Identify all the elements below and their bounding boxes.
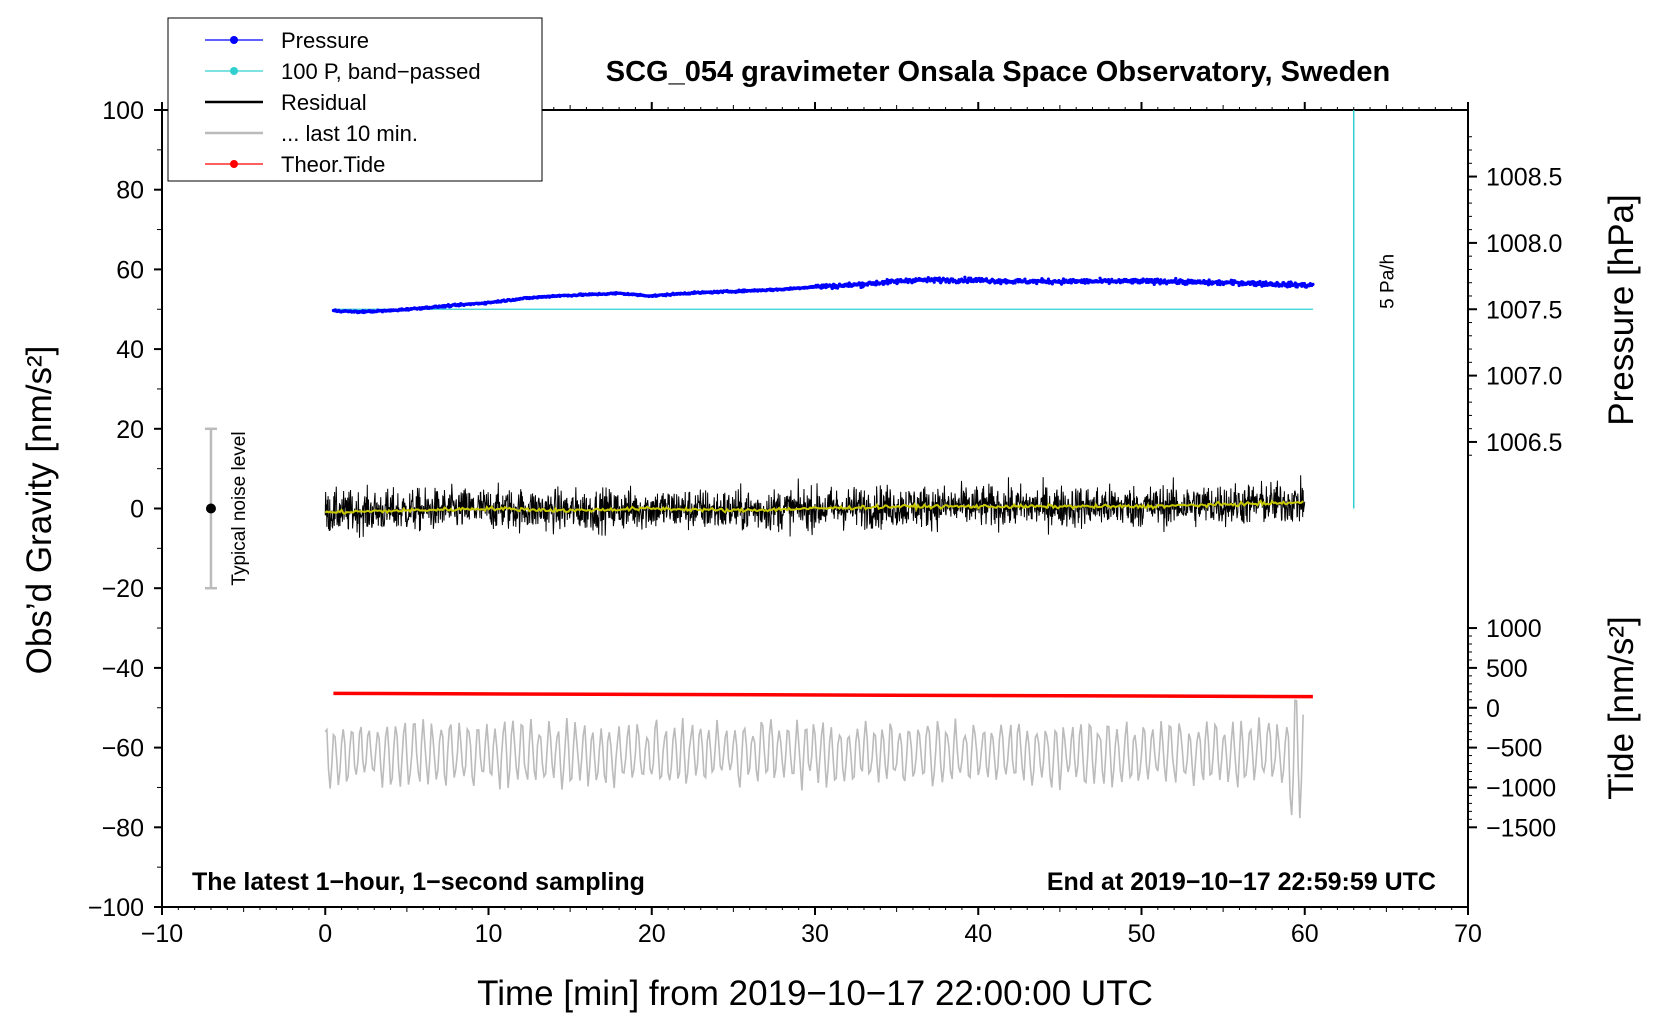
y-axis-title: Obs’d Gravity [nm/s²]: [20, 346, 59, 675]
y-tick-label: 0: [130, 496, 144, 524]
legend-label: ... last 10 min.: [281, 121, 418, 146]
y-tick-label: 20: [116, 416, 144, 444]
tide-tick-label: 500: [1486, 655, 1528, 683]
pressure-axis: 1008.5 1008.0 1007.5 1007.0 1006.5: [1468, 136, 1562, 457]
x-tick-label: 30: [801, 920, 829, 948]
series-last-10-min: [324, 699, 1304, 819]
chart-title: SCG_054 gravimeter Onsala Space Observat…: [606, 56, 1390, 88]
tide-axis: 1000 500 0 −500 −1000 −1500: [1468, 615, 1556, 842]
y-tick-label: −20: [102, 575, 144, 603]
series-layer: [324, 275, 1315, 819]
x-tick-label: 70: [1454, 920, 1482, 948]
tide-tick-label: 0: [1486, 695, 1500, 723]
x-tick-label: −10: [141, 920, 183, 948]
y-tick-label: 40: [116, 336, 144, 364]
pressure-tick-label: 1007.5: [1486, 296, 1562, 324]
pressure-tick-label: 1006.5: [1486, 429, 1562, 457]
x-tick-label: 60: [1291, 920, 1319, 948]
series-pressure: [333, 276, 1314, 314]
noise-label: Typical noise level: [229, 431, 250, 585]
pressure-tick-label: 1008.5: [1486, 164, 1562, 192]
legend-box: [167, 17, 543, 182]
y-tick-label: −60: [102, 735, 144, 763]
y-tick-label: −80: [102, 814, 144, 842]
y-tick-label: 80: [116, 177, 144, 205]
x-axis-title: Time [min] from 2019−10−17 22:00:00 UTC: [477, 974, 1153, 1013]
x-tick-label: 10: [475, 920, 503, 948]
legend: Pressure 100 P, band−passed Residual ... la…: [167, 17, 543, 182]
x-axis: −10 0 10 20 30 40 50 60 70: [141, 102, 1482, 948]
legend-marker: [230, 36, 238, 44]
tide-axis-title: Tide [nm/s²]: [1602, 616, 1641, 799]
scale-bar-label: 5 Pa/h: [1378, 254, 1399, 309]
scale-bar: 5 Pa/h: [1352, 110, 1399, 509]
legend-label: Residual: [281, 90, 367, 115]
y-tick-label: 60: [116, 256, 144, 284]
series-theor-tide: [333, 691, 1313, 699]
tide-tick-label: 1000: [1486, 615, 1542, 643]
pressure-tick-label: 1008.0: [1486, 230, 1562, 258]
noise-level-indicator: Typical noise level: [204, 427, 250, 590]
y-tick-label: −40: [102, 655, 144, 683]
y-tick-label: −100: [88, 894, 144, 922]
legend-label: Pressure: [281, 28, 369, 53]
series-residual-smoothed: [324, 498, 1304, 515]
tide-tick-label: −1500: [1486, 814, 1556, 842]
noise-center-dot: [205, 503, 216, 514]
x-tick-label: 20: [638, 920, 666, 948]
pressure-tick-label: 1007.0: [1486, 363, 1562, 391]
note-bottom-left: The latest 1−hour, 1−second sampling: [192, 868, 645, 896]
legend-label: 100 P, band−passed: [281, 59, 481, 84]
x-tick-label: 40: [964, 920, 992, 948]
legend-label: Theor.Tide: [281, 152, 385, 177]
tide-tick-label: −500: [1486, 735, 1542, 763]
y-tick-label: 100: [102, 97, 144, 125]
y-axis: 100 80 60 40 20 0 −20 −40 −60 −80 −100: [88, 97, 162, 922]
tide-tick-label: −1000: [1486, 774, 1556, 802]
note-bottom-right: End at 2019−10−17 22:59:59 UTC: [1047, 868, 1436, 896]
x-tick-label: 0: [318, 920, 332, 948]
x-tick-label: 50: [1128, 920, 1156, 948]
legend-marker: [230, 67, 238, 75]
legend-marker: [230, 160, 238, 168]
pressure-axis-title: Pressure [hPa]: [1602, 194, 1641, 426]
